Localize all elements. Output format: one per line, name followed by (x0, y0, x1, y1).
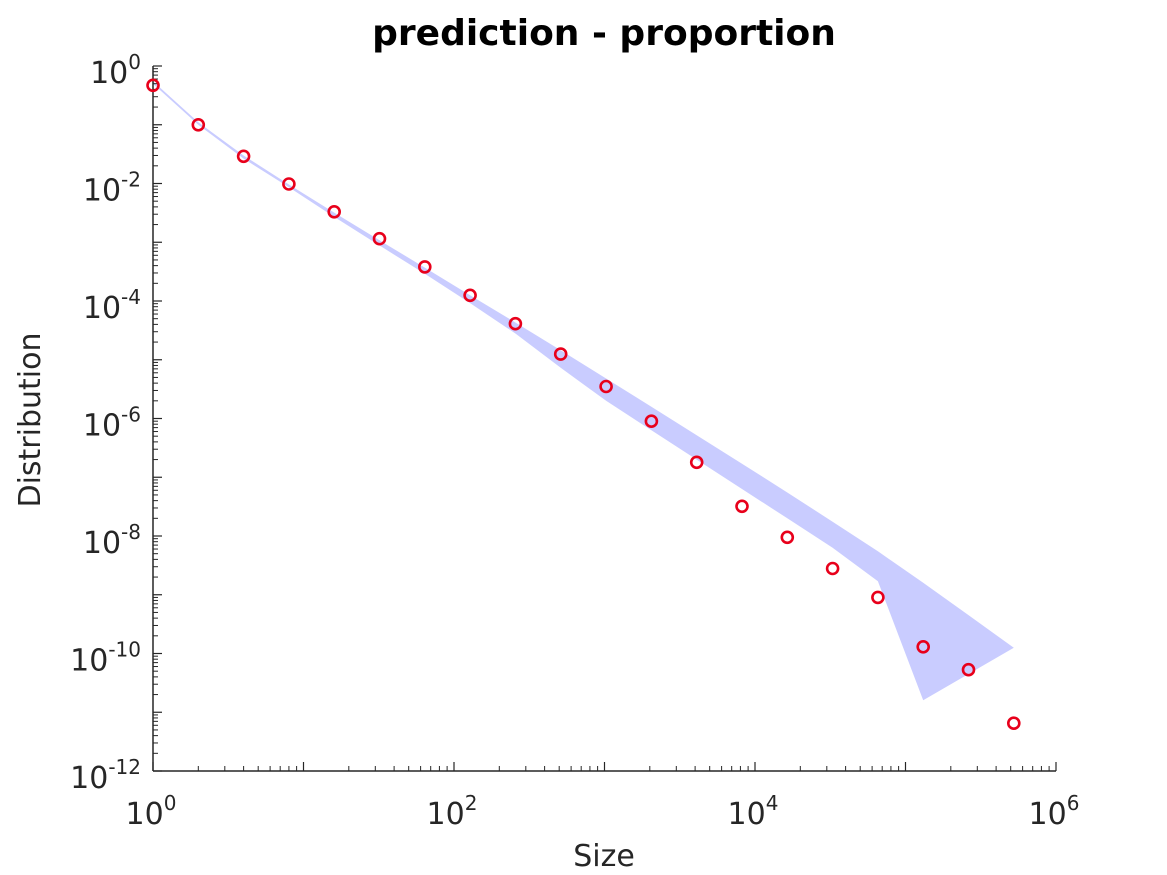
data-point (463, 288, 477, 303)
data-point (282, 177, 296, 191)
data-point (825, 561, 840, 576)
data-points (146, 78, 1021, 731)
data-point (689, 455, 704, 470)
x-tick-label: 102 (427, 791, 478, 832)
data-point (372, 231, 387, 246)
data-point (508, 316, 523, 331)
confidence-band-area (153, 81, 1014, 701)
data-point (916, 639, 931, 654)
data-point (644, 414, 659, 429)
data-point (417, 260, 432, 274)
y-axis-label: Distribution (13, 332, 48, 507)
data-point (599, 379, 613, 394)
y-tick-label: 10-2 (83, 168, 141, 209)
data-point (146, 78, 160, 93)
data-point (871, 590, 885, 605)
data-point (236, 149, 251, 164)
y-tick-label: 100 (90, 50, 141, 91)
data-point (553, 347, 568, 361)
x-tick-label: 100 (126, 791, 177, 832)
data-point (327, 205, 342, 219)
y-tick-label: 10-8 (83, 520, 141, 561)
y-tick-label: 10-4 (83, 285, 141, 326)
y-tick-label: 10-6 (83, 403, 141, 444)
x-tick-label: 106 (1029, 791, 1080, 832)
confidence-band (153, 81, 1014, 701)
data-point (961, 662, 976, 677)
axes: 100 102 104 106 100 10-2 10-4 10-6 10-8 10-10 10-1… (70, 50, 1079, 832)
data-point (1006, 716, 1021, 731)
data-point (780, 530, 795, 545)
chart-title: prediction - proportion (372, 13, 836, 54)
y-tick-label: 10-10 (70, 638, 141, 679)
data-point (191, 118, 206, 132)
data-point (735, 499, 749, 514)
y-tick-label: 10-12 (70, 755, 141, 796)
x-axis-label: Size (573, 839, 635, 874)
x-tick-label: 104 (728, 791, 779, 832)
